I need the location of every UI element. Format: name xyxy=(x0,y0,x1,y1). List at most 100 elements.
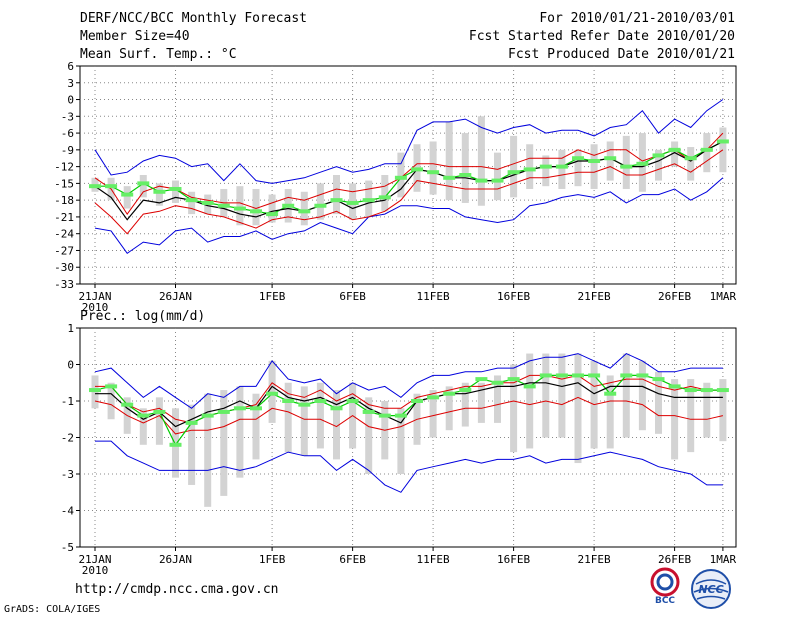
prec-spread-box xyxy=(638,360,646,431)
prec-ytick-label: -3 xyxy=(61,468,74,481)
prec-mean-line xyxy=(95,382,723,428)
temp-ytick-label: 0 xyxy=(67,94,74,107)
temp-xtick-label: 16FEB xyxy=(497,290,530,303)
prec-median-marker xyxy=(282,399,295,403)
temp-median-marker xyxy=(282,203,295,208)
prec-spread-box xyxy=(671,379,679,460)
prec-median-marker xyxy=(588,373,601,378)
prec-median-marker xyxy=(572,373,584,378)
temp-median-marker xyxy=(636,161,649,166)
prec-xtick-label: 21JAN xyxy=(78,553,111,566)
temp-ytick-label: -9 xyxy=(61,144,74,157)
temp-spread-box xyxy=(316,183,324,220)
temp-median-marker xyxy=(362,198,375,203)
prec-spread-box xyxy=(510,364,518,453)
source-url: http://cmdp.ncc.cma.gov.cn xyxy=(75,582,279,597)
prec-median-marker xyxy=(250,406,262,411)
prec-median-line xyxy=(94,374,723,446)
prec-median-marker xyxy=(153,409,166,414)
temp-panel: 6 3 0 -3 -6 -9 -12 -15 -18 -21 -24 -27 -30 -33 21JAN 26… xyxy=(54,60,736,314)
prec-spread-box xyxy=(655,371,662,434)
temp-max-line xyxy=(94,99,724,184)
prec-spread-box xyxy=(252,393,260,460)
temp-median-marker xyxy=(346,200,359,205)
prec-median-marker xyxy=(475,377,488,382)
temp-ytick-label: 3 xyxy=(67,77,74,90)
temp-median-marker xyxy=(588,159,601,164)
prec-median-marker xyxy=(362,409,375,414)
temp-median-marker xyxy=(620,164,633,169)
temp-xtick-label: 6FEB xyxy=(339,290,366,303)
temp-spread-box xyxy=(477,116,485,206)
prec-spread-box xyxy=(558,353,566,438)
prec-spread-box xyxy=(687,379,695,453)
forecast-period: For 2010/01/21-2010/03/01 xyxy=(539,11,735,26)
temp-spread-box xyxy=(574,149,582,187)
prec-median-marker xyxy=(137,413,150,418)
temp-xtick-label: 21JAN xyxy=(78,290,111,303)
temp-spread-box xyxy=(687,147,695,181)
prec-ytick-label: -2 xyxy=(61,432,74,445)
prec-spread-box xyxy=(204,393,212,507)
temp-mean-line xyxy=(94,140,724,221)
prec-xtick-label: 1MAR xyxy=(710,553,737,566)
temp-ytick-label: -12 xyxy=(54,161,74,174)
temp-median-marker xyxy=(217,203,230,208)
temp-spread-box xyxy=(236,186,244,226)
temp-ytick-label: -30 xyxy=(54,261,74,274)
prec-median-marker xyxy=(394,413,407,418)
temp-year-label: 2010 xyxy=(82,301,109,314)
temp-median-marker xyxy=(652,153,665,158)
prec-median-marker xyxy=(716,388,729,393)
prec-spread-box xyxy=(461,382,469,427)
temp-spread-box xyxy=(300,191,308,226)
temp-median-marker xyxy=(137,181,150,186)
temp-spread-box xyxy=(172,180,179,203)
temp-median-marker xyxy=(298,209,311,214)
temp-median-marker xyxy=(459,173,472,177)
temp-spread-box xyxy=(139,175,147,198)
prec-xtick-label: 21FEB xyxy=(578,553,611,566)
prec-spread-box xyxy=(542,353,550,438)
temp-spread-box xyxy=(671,141,679,167)
precip-panel-title: Prec.: log(mm/d) xyxy=(80,309,206,324)
temp-spread-box xyxy=(703,133,711,173)
bcc-logo: BCC xyxy=(650,567,680,606)
temp-ytick-label: -3 xyxy=(61,110,74,123)
temp-spread-box xyxy=(606,141,614,181)
prec-spread-box xyxy=(284,382,292,453)
temp-median-marker xyxy=(491,178,504,183)
temp-median-marker xyxy=(250,209,262,214)
prec-xtick-label: 11FEB xyxy=(417,553,450,566)
temp-ytick-label: 6 xyxy=(67,60,74,73)
temp-spread-box xyxy=(381,175,389,212)
prec-median-marker xyxy=(330,406,343,411)
prec-xtick-label: 1FEB xyxy=(259,553,286,566)
temp-ytick-label: -18 xyxy=(54,194,74,207)
prec-median-marker xyxy=(89,388,101,393)
temp-ytick-label: -6 xyxy=(61,127,74,140)
prec-spread-box xyxy=(703,382,711,438)
prec-spread-box xyxy=(494,375,501,423)
temp-ytick-label: -24 xyxy=(54,228,74,241)
temp-median-marker xyxy=(201,200,214,205)
temp-median-marker xyxy=(700,147,713,152)
prec-median-marker xyxy=(555,373,568,378)
prec-spread-box xyxy=(574,353,582,464)
prec-median-marker xyxy=(185,420,198,425)
temp-spread-box xyxy=(155,183,163,206)
temp-spread-box xyxy=(397,152,405,198)
prec-spread-box xyxy=(107,382,115,420)
prec-median-marker xyxy=(121,402,134,407)
prec-median-marker xyxy=(105,384,118,389)
temp-min-line xyxy=(94,177,724,254)
prec-spread-box xyxy=(622,353,630,438)
ncc-logo-text: NCC xyxy=(698,583,723,596)
ncc-logo: NCC xyxy=(691,569,731,609)
temp-spread-box xyxy=(494,152,501,201)
prec-median-marker xyxy=(378,413,391,418)
variable-label: Mean Surf. Temp.: °C xyxy=(80,47,237,62)
prec-spread-box xyxy=(397,408,405,474)
prec-median-marker xyxy=(298,402,311,407)
